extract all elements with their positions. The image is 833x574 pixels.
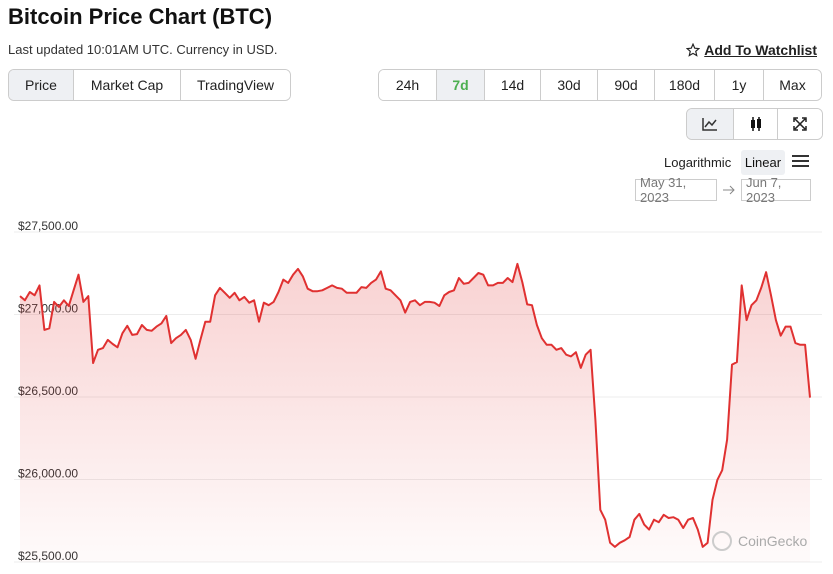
log-scale-option[interactable]: Logarithmic: [664, 155, 732, 170]
title: Bitcoin Price Chart (BTC): [8, 4, 273, 29]
fullscreen-button[interactable]: [777, 109, 822, 139]
subtitle: Last updated 10:01AM UTC. Currency in US…: [8, 42, 278, 57]
line-icon: [702, 118, 717, 131]
watchlist-text: Add To Watchlist: [704, 42, 817, 58]
range-button[interactable]: 1y: [714, 70, 763, 100]
range-button[interactable]: 7d: [436, 70, 484, 100]
tab-button[interactable]: Price: [9, 70, 73, 100]
range-button[interactable]: 90d: [597, 70, 654, 100]
range-group: 24h 7d 14d 30d 90d 180d 1y Max: [378, 69, 822, 101]
range-button[interactable]: 30d: [540, 70, 597, 100]
range-button[interactable]: Max: [763, 70, 821, 100]
chart-type-group: [686, 108, 823, 140]
date-to[interactable]: Jun 7, 2023: [741, 175, 811, 205]
linear-scale-option[interactable]: Linear: [741, 150, 785, 175]
watchlist-link[interactable]: Add To Watchlist: [686, 42, 817, 58]
watermark: CoinGecko: [712, 531, 807, 551]
range-button[interactable]: 14d: [484, 70, 540, 100]
watermark-logo: [712, 531, 732, 551]
watermark-text: CoinGecko: [738, 533, 807, 549]
tab-button[interactable]: Market Cap: [73, 70, 180, 100]
price-area: [20, 263, 810, 562]
candle-icon: [750, 117, 761, 131]
y-tick-label: $27,500.00: [18, 219, 78, 233]
expand-icon: [793, 117, 807, 131]
menu-icon[interactable]: [792, 154, 810, 168]
candle-chart-button[interactable]: [733, 109, 777, 139]
range-button[interactable]: 180d: [654, 70, 714, 100]
range-button[interactable]: 24h: [379, 70, 436, 100]
line-chart-button[interactable]: [687, 109, 733, 139]
price-line: [19, 262, 811, 548]
star-icon: [686, 43, 701, 57]
date-from[interactable]: May 31, 2023: [635, 175, 717, 205]
date-arrow: [723, 185, 735, 195]
tab-button[interactable]: TradingView: [180, 70, 290, 100]
tab-group: Price Market Cap TradingView: [8, 69, 291, 101]
